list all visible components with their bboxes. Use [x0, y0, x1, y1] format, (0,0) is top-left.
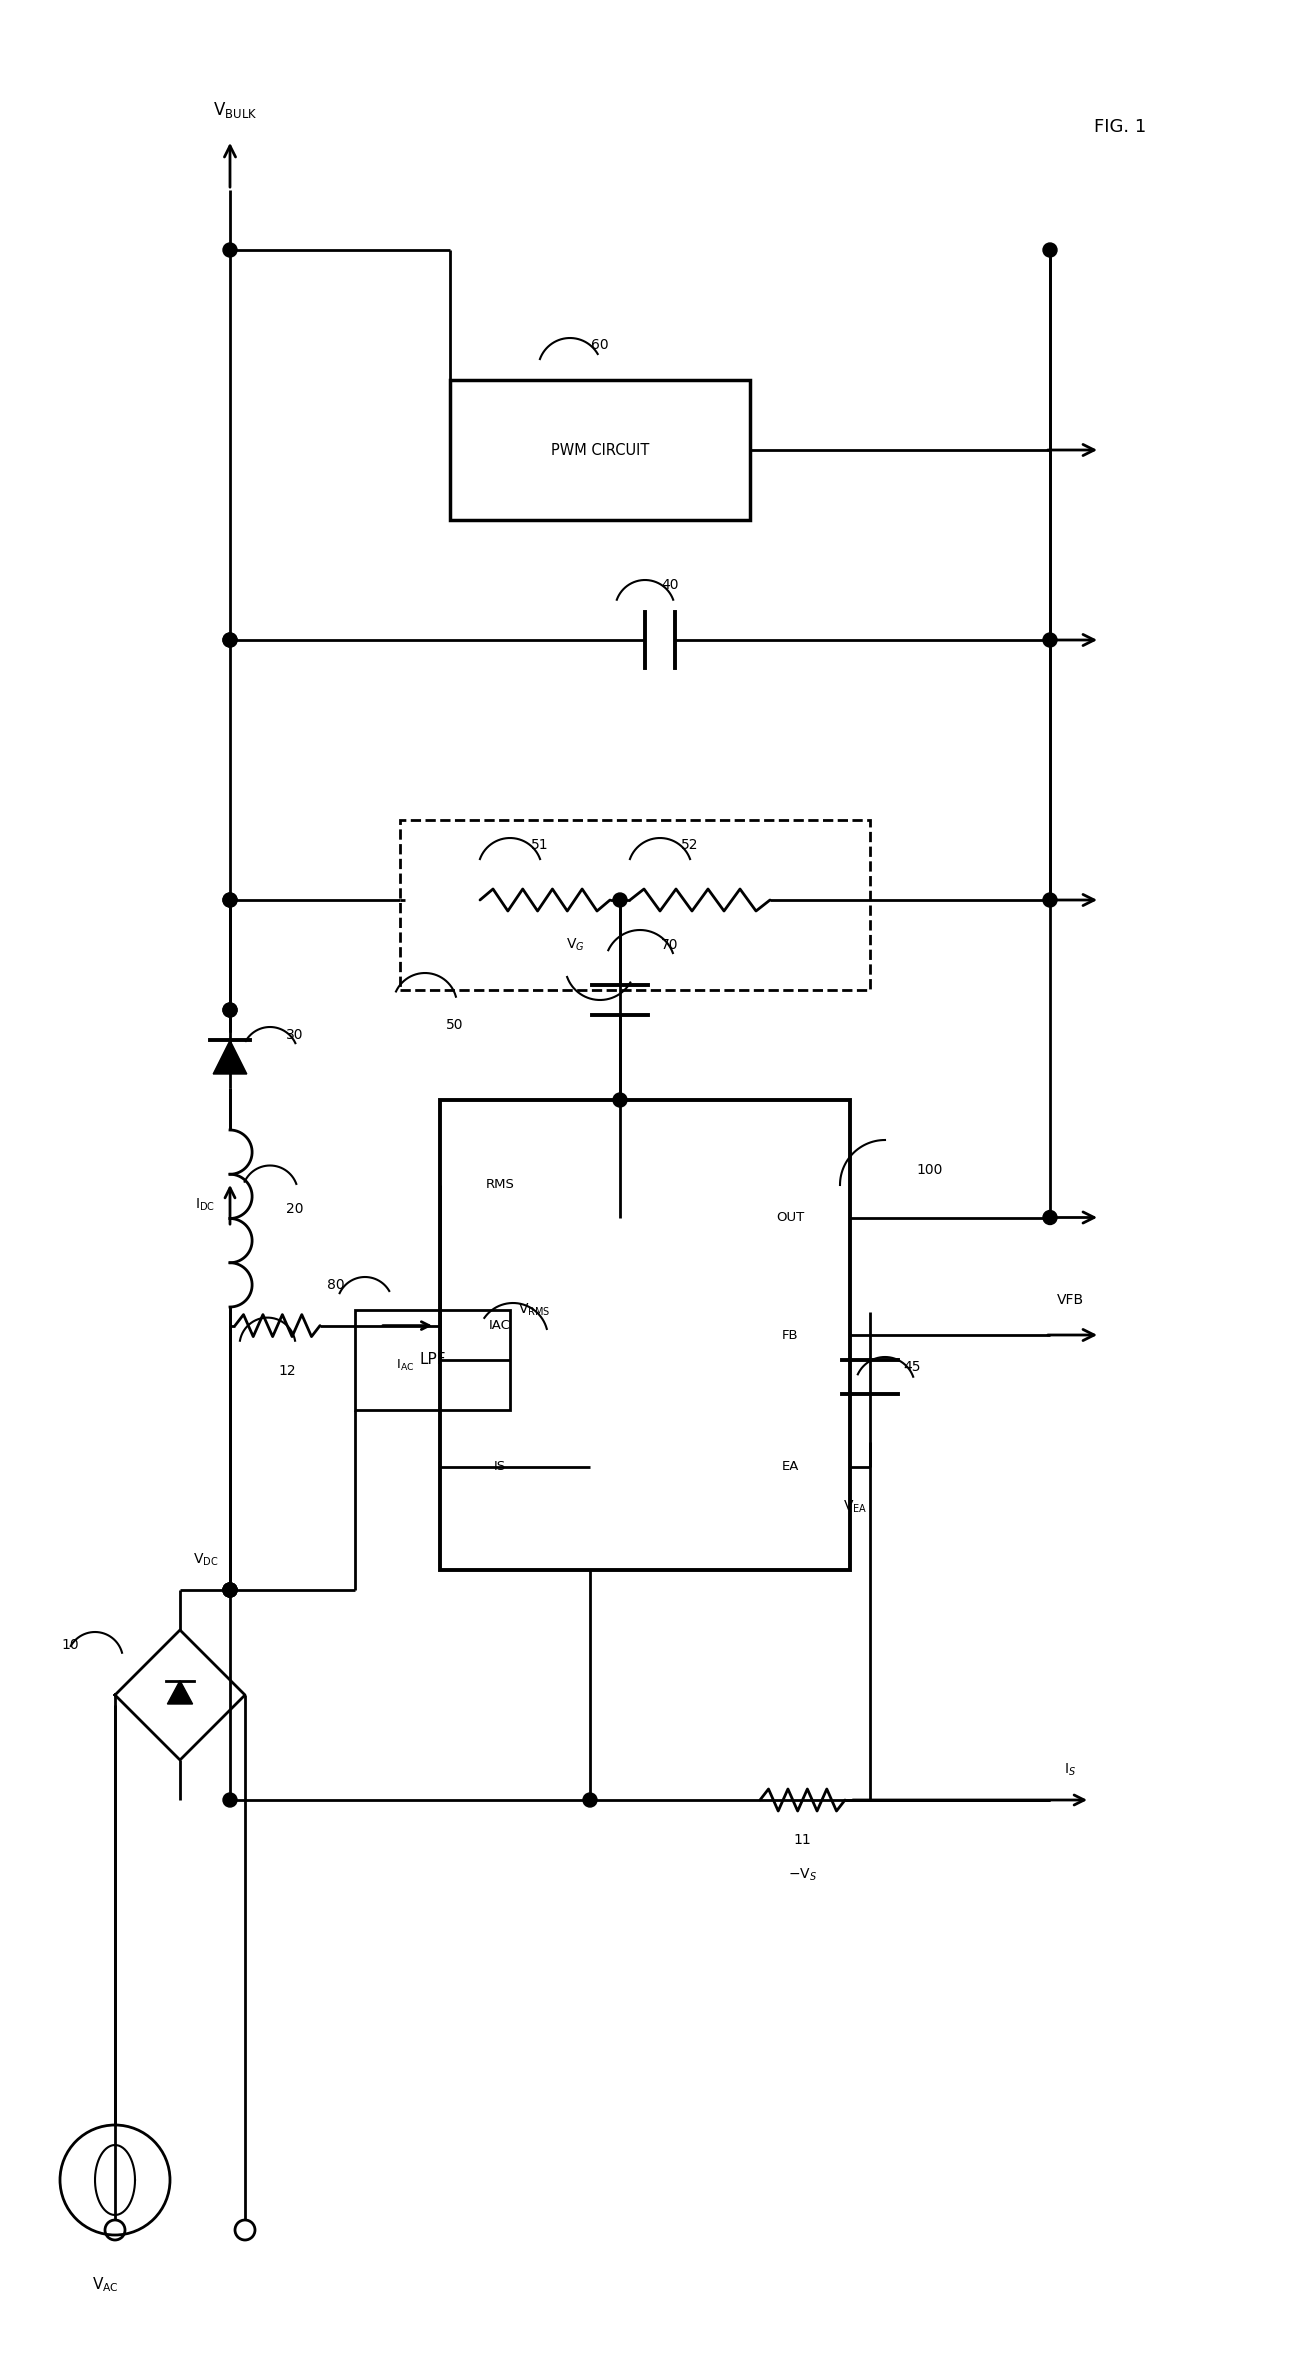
Text: I$_{\rm DC}$: I$_{\rm DC}$ [196, 1196, 215, 1212]
Text: 10: 10 [61, 1638, 79, 1652]
Text: 45: 45 [903, 1360, 921, 1374]
Text: 40: 40 [662, 578, 679, 592]
Text: IS: IS [493, 1459, 506, 1474]
Text: 11: 11 [794, 1833, 812, 1847]
Text: FIG. 1: FIG. 1 [1094, 119, 1146, 135]
Text: V$_{\rm EA}$: V$_{\rm EA}$ [843, 1498, 868, 1514]
Text: V$_{\rm AC}$: V$_{\rm AC}$ [92, 2275, 118, 2294]
Text: EA: EA [781, 1459, 799, 1474]
Circle shape [223, 1583, 237, 1597]
Text: IAC: IAC [490, 1319, 512, 1331]
Text: 100: 100 [917, 1162, 943, 1177]
Text: V$_{\rm DC}$: V$_{\rm DC}$ [193, 1552, 218, 1569]
Circle shape [613, 1093, 627, 1108]
Text: 70: 70 [662, 939, 679, 953]
Text: VFB: VFB [1057, 1293, 1084, 1307]
Bar [449, 380, 750, 521]
Text: $-$V$_S$: $-$V$_S$ [787, 1866, 817, 1883]
Circle shape [223, 1792, 237, 1807]
Text: I$_S$: I$_S$ [1064, 1761, 1076, 1778]
Circle shape [1042, 1210, 1057, 1224]
Circle shape [223, 1003, 237, 1017]
Text: 51: 51 [531, 839, 549, 851]
Text: 30: 30 [286, 1027, 304, 1041]
Circle shape [223, 632, 237, 647]
Circle shape [223, 1583, 237, 1597]
Circle shape [1042, 894, 1057, 908]
Text: OUT: OUT [776, 1210, 804, 1224]
Text: PWM CIRCUIT: PWM CIRCUIT [550, 442, 649, 456]
Circle shape [223, 242, 237, 257]
Circle shape [583, 1792, 597, 1807]
Text: 20: 20 [286, 1200, 304, 1215]
Circle shape [1042, 242, 1057, 257]
Text: 80: 80 [328, 1279, 344, 1293]
Text: FB: FB [782, 1329, 798, 1341]
Text: 52: 52 [681, 839, 699, 851]
Polygon shape [214, 1041, 247, 1074]
Circle shape [223, 894, 237, 908]
Text: I$_{\rm AC}$: I$_{\rm AC}$ [396, 1357, 414, 1374]
Text: V$_G$: V$_G$ [566, 937, 584, 953]
Text: LPF: LPF [420, 1353, 445, 1367]
Circle shape [1042, 632, 1057, 647]
Bar [355, 1310, 510, 1410]
Text: RMS: RMS [486, 1179, 514, 1191]
Polygon shape [167, 1681, 193, 1704]
Circle shape [223, 632, 237, 647]
Text: 50: 50 [447, 1017, 464, 1032]
Text: V$_{\rm RMS}$: V$_{\rm RMS}$ [518, 1303, 550, 1319]
Text: V$_{\rm BULK}$: V$_{\rm BULK}$ [212, 100, 258, 119]
Bar [400, 820, 870, 989]
Text: 60: 60 [592, 338, 609, 352]
Bar [440, 1101, 850, 1569]
Circle shape [223, 1583, 237, 1597]
Circle shape [223, 1003, 237, 1017]
Circle shape [613, 894, 627, 908]
Text: 12: 12 [278, 1364, 297, 1379]
Circle shape [223, 894, 237, 908]
Circle shape [223, 1583, 237, 1597]
